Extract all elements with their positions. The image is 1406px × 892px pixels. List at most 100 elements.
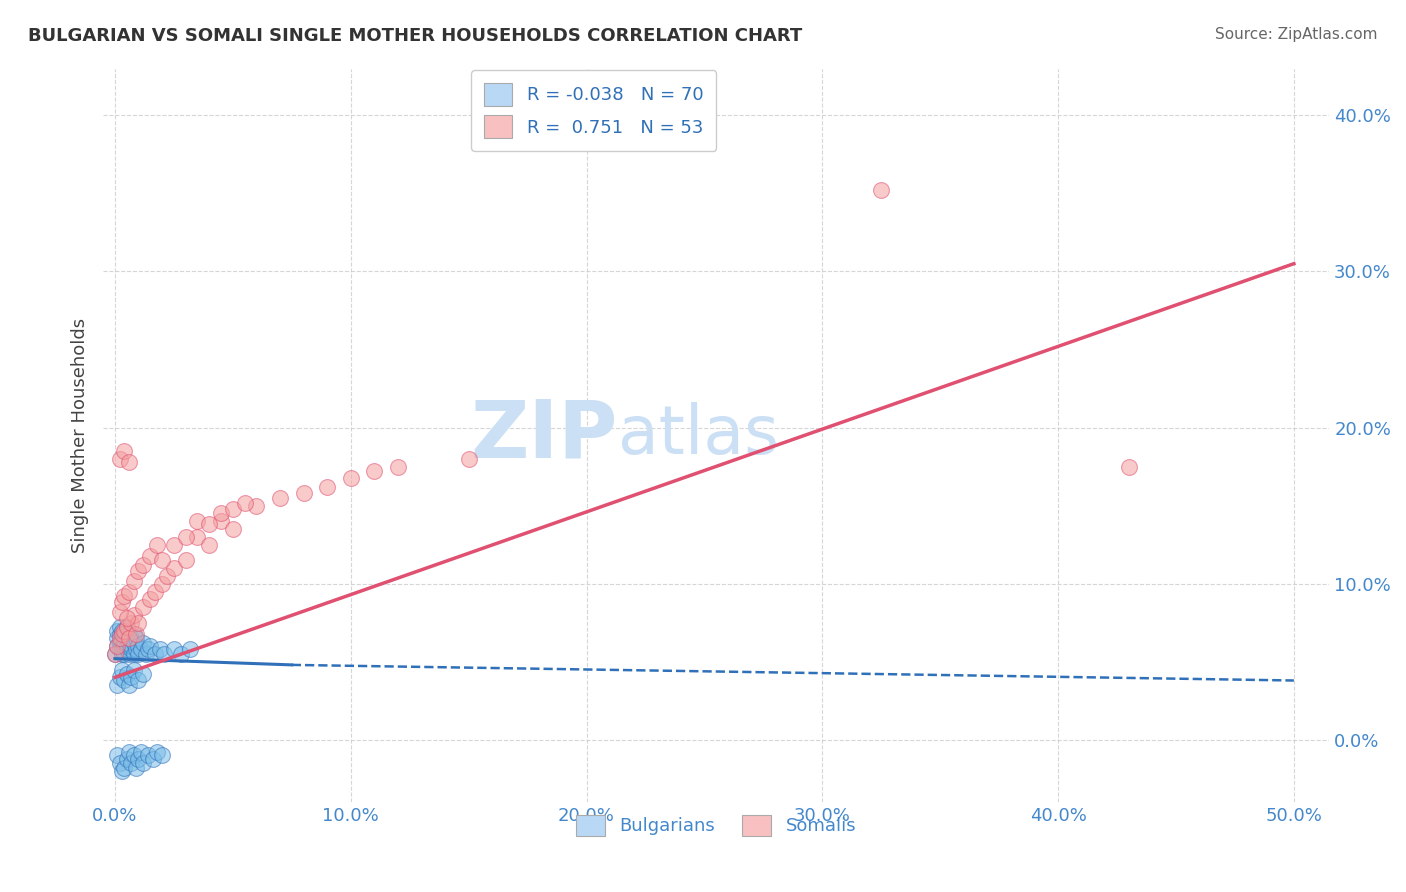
Point	[163, 561, 186, 575]
Point	[112, 589, 135, 603]
Point	[122, 663, 145, 677]
Point	[108, 605, 131, 619]
Point	[132, 667, 155, 681]
Point	[112, 636, 135, 650]
Point	[105, 678, 128, 692]
Point	[111, 647, 134, 661]
Point	[132, 600, 155, 615]
Point	[115, 667, 138, 681]
Point	[115, 751, 138, 765]
Point	[108, 626, 131, 640]
Point	[118, 626, 141, 640]
Point	[112, 444, 135, 458]
Text: Source: ZipAtlas.com: Source: ZipAtlas.com	[1215, 27, 1378, 42]
Point	[115, 620, 138, 634]
Point	[457, 451, 479, 466]
Point	[387, 459, 409, 474]
Point	[105, 624, 128, 638]
Point	[108, 636, 131, 650]
Point	[108, 632, 131, 646]
Point	[222, 501, 245, 516]
Point	[105, 748, 128, 763]
Point	[125, 761, 148, 775]
Point	[186, 514, 208, 528]
Point	[142, 751, 165, 765]
Point	[132, 636, 155, 650]
Point	[118, 636, 141, 650]
Point	[115, 642, 138, 657]
Point	[125, 626, 148, 640]
Point	[120, 642, 142, 657]
Point	[108, 451, 131, 466]
Point	[128, 751, 150, 765]
Point	[222, 522, 245, 536]
Point	[174, 553, 197, 567]
Point	[149, 642, 172, 657]
Point	[316, 480, 339, 494]
Point	[112, 639, 135, 653]
Point	[115, 639, 138, 653]
Point	[111, 663, 134, 677]
Point	[163, 538, 186, 552]
Point	[115, 611, 138, 625]
Point	[105, 639, 128, 653]
Point	[129, 642, 152, 657]
Point	[209, 507, 232, 521]
Point	[146, 538, 169, 552]
Point	[125, 632, 148, 646]
Point	[112, 761, 135, 775]
Point	[118, 647, 141, 661]
Point	[111, 764, 134, 778]
Point	[112, 626, 135, 640]
Point	[115, 632, 138, 646]
Point	[122, 607, 145, 622]
Legend: Bulgarians, Somalis: Bulgarians, Somalis	[567, 805, 865, 845]
Point	[118, 455, 141, 469]
Text: atlas: atlas	[619, 402, 779, 468]
Point	[179, 642, 201, 657]
Point	[111, 632, 134, 646]
Point	[108, 670, 131, 684]
Point	[120, 756, 142, 771]
Point	[115, 620, 138, 634]
Point	[128, 564, 150, 578]
Point	[111, 595, 134, 609]
Point	[112, 624, 135, 638]
Point	[120, 615, 142, 630]
Point	[120, 639, 142, 653]
Point	[156, 569, 179, 583]
Point	[118, 632, 141, 646]
Point	[186, 530, 208, 544]
Point	[122, 636, 145, 650]
Point	[143, 584, 166, 599]
Point	[104, 647, 127, 661]
Point	[139, 592, 162, 607]
Point	[170, 647, 193, 661]
Point	[245, 499, 267, 513]
Point	[292, 486, 315, 500]
Point	[870, 183, 893, 197]
Point	[1118, 459, 1140, 474]
Point	[128, 639, 150, 653]
Point	[120, 632, 142, 646]
Point	[146, 745, 169, 759]
Point	[128, 647, 150, 661]
Point	[108, 642, 131, 657]
Point	[129, 745, 152, 759]
Point	[163, 642, 186, 657]
Point	[118, 678, 141, 692]
Point	[233, 495, 256, 509]
Point	[174, 530, 197, 544]
Point	[112, 673, 135, 688]
Point	[118, 584, 141, 599]
Point	[105, 639, 128, 653]
Point	[111, 642, 134, 657]
Point	[135, 647, 157, 661]
Point	[104, 647, 127, 661]
Point	[363, 464, 385, 478]
Point	[150, 553, 173, 567]
Point	[136, 642, 159, 657]
Point	[118, 745, 141, 759]
Point	[120, 670, 142, 684]
Point	[209, 514, 232, 528]
